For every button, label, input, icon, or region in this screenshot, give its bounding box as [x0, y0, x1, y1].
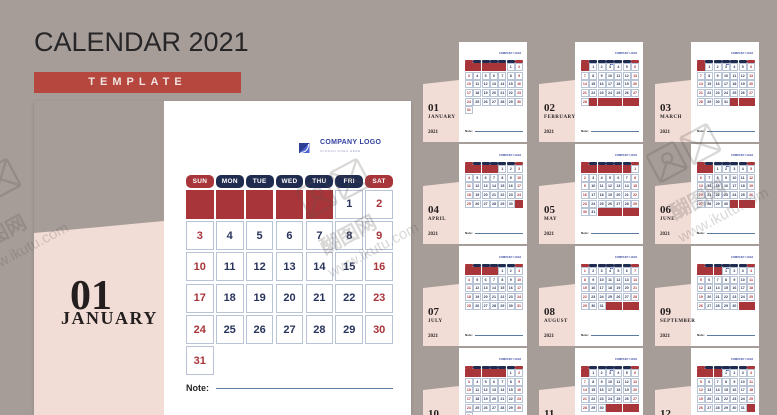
svg-text:醐图网: 醐图网: [0, 211, 30, 259]
